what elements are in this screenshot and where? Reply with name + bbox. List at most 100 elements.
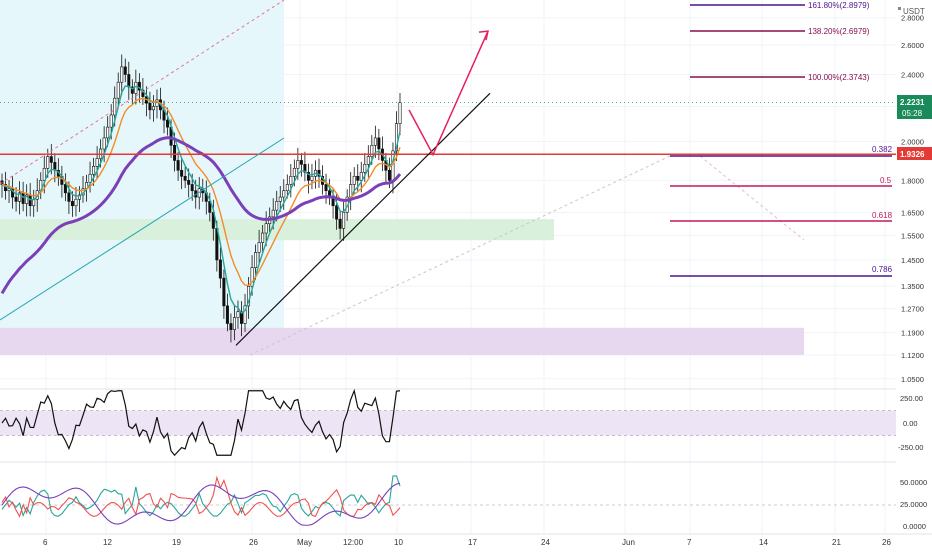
time-label: 17 xyxy=(468,538,477,547)
candle-body xyxy=(187,180,191,185)
candle-body xyxy=(373,137,377,146)
price-tick: 2.4000 xyxy=(901,70,924,79)
candle-body xyxy=(92,166,96,175)
fib-extension-levels[interactable]: 161.80%(2.8979) 138.20%(2.6979) 100.00%(… xyxy=(690,1,870,82)
price-tick: 1.1900 xyxy=(901,329,924,338)
price-axis[interactable]: USDT xyxy=(896,0,932,534)
candle-body xyxy=(176,160,180,171)
cci-tick: 0.00 xyxy=(903,419,918,428)
candle-body xyxy=(310,175,314,181)
currency-label: USDT xyxy=(903,7,925,16)
price-tick: 1.4500 xyxy=(901,256,924,265)
candle-body xyxy=(366,156,370,165)
candle-body xyxy=(49,156,53,163)
time-axis[interactable]: 6 12 19 26 May 12:00 10 17 24 Jun 7 14 2… xyxy=(0,533,932,547)
candle-body xyxy=(67,192,71,202)
candle-body xyxy=(289,175,293,185)
dmi-series-di xyxy=(1,475,401,518)
candle-body xyxy=(218,259,222,279)
candle-body xyxy=(342,212,346,229)
drawings[interactable] xyxy=(0,0,896,356)
time-label: 19 xyxy=(172,538,181,547)
price-tick: 1.8000 xyxy=(901,176,924,185)
cci-tick: -250.00 xyxy=(898,443,923,452)
candle-body xyxy=(370,144,374,157)
candle-body xyxy=(264,223,268,234)
dmi-tick: 25.0000 xyxy=(900,500,927,509)
price-tick: 1.1200 xyxy=(901,351,924,360)
candle-body xyxy=(102,137,106,150)
candle-body xyxy=(106,126,110,139)
candle-body xyxy=(173,144,177,161)
price-tick: 1.3500 xyxy=(901,282,924,291)
candle-body xyxy=(363,164,367,173)
channel-lower-line xyxy=(0,137,285,321)
fib-ret-label: 0.786 xyxy=(872,265,893,274)
candle-body xyxy=(137,81,141,91)
candle-body xyxy=(229,323,233,330)
candle-body xyxy=(306,171,310,181)
candle-body xyxy=(25,194,29,204)
candle-body xyxy=(236,311,240,318)
candle-body xyxy=(359,171,363,181)
fib-retracement-levels[interactable]: 0.382 0.5 0.618 0.786 xyxy=(670,145,893,277)
candle-body xyxy=(21,192,25,204)
candle-body xyxy=(338,218,342,229)
projection-arrowhead xyxy=(478,30,489,41)
candle-body xyxy=(7,188,11,192)
candle-body xyxy=(303,164,307,173)
candle-body xyxy=(240,311,244,324)
candle-body xyxy=(356,175,360,181)
ema_short-line xyxy=(1,85,401,315)
fib-ret-label: 0.618 xyxy=(872,211,893,220)
channel-upper-line xyxy=(0,0,285,185)
candle-body xyxy=(116,81,120,99)
projection-path xyxy=(408,30,489,157)
time-label: May xyxy=(297,538,312,547)
candle-body xyxy=(317,169,321,177)
fib-ret-label: 0.382 xyxy=(872,145,893,154)
candle-body xyxy=(275,201,279,211)
candle-body xyxy=(120,66,124,83)
last-price-badge xyxy=(897,95,932,119)
fib-ext-label: 161.80%(2.8979) xyxy=(808,1,870,10)
candlestick-series[interactable] xyxy=(0,54,402,343)
dmi-series-adx xyxy=(1,482,401,526)
moving-averages[interactable] xyxy=(0,85,402,315)
candle-body xyxy=(225,305,229,324)
price-axis-bg xyxy=(896,0,932,534)
dmi-oscillator-pane[interactable] xyxy=(0,475,896,526)
countdown-timer: 05:28 xyxy=(902,109,923,118)
dmi-axis-labels: 50.0000 25.0000 0.0000 xyxy=(900,478,927,531)
price-tick: 1.2700 xyxy=(901,305,924,314)
candle-body xyxy=(42,167,46,181)
time-label: 14 xyxy=(759,538,768,547)
time-label: 6 xyxy=(43,538,48,547)
candle-body xyxy=(257,242,261,253)
price-tick: 1.0500 xyxy=(901,375,924,384)
cci-oscillator-pane[interactable] xyxy=(0,388,896,457)
candle-body xyxy=(292,167,296,177)
candle-body xyxy=(285,184,289,192)
time-label: 26 xyxy=(249,538,258,547)
fib-diagonal-dashed xyxy=(699,155,805,241)
candle-body xyxy=(88,173,92,183)
time-label: 26 xyxy=(882,538,891,547)
level-price-value: 1.9326 xyxy=(900,150,925,159)
candle-body xyxy=(243,305,247,324)
price-tick: 2.6000 xyxy=(901,41,924,50)
candle-body xyxy=(398,102,402,124)
candle-body xyxy=(394,123,398,152)
candle-body xyxy=(278,196,282,202)
candle-body xyxy=(109,114,113,128)
time-label: 10 xyxy=(394,538,403,547)
candle-body xyxy=(70,201,74,207)
candle-body xyxy=(250,267,254,287)
candle-body xyxy=(95,158,99,167)
price-tick-labels: 2.80002.60002.40002.20002.00001.80001.65… xyxy=(901,14,924,384)
dmi-series-di xyxy=(1,475,401,518)
candle-body xyxy=(166,119,170,128)
price-tick: 1.6500 xyxy=(901,208,924,217)
candle-body xyxy=(127,74,131,88)
